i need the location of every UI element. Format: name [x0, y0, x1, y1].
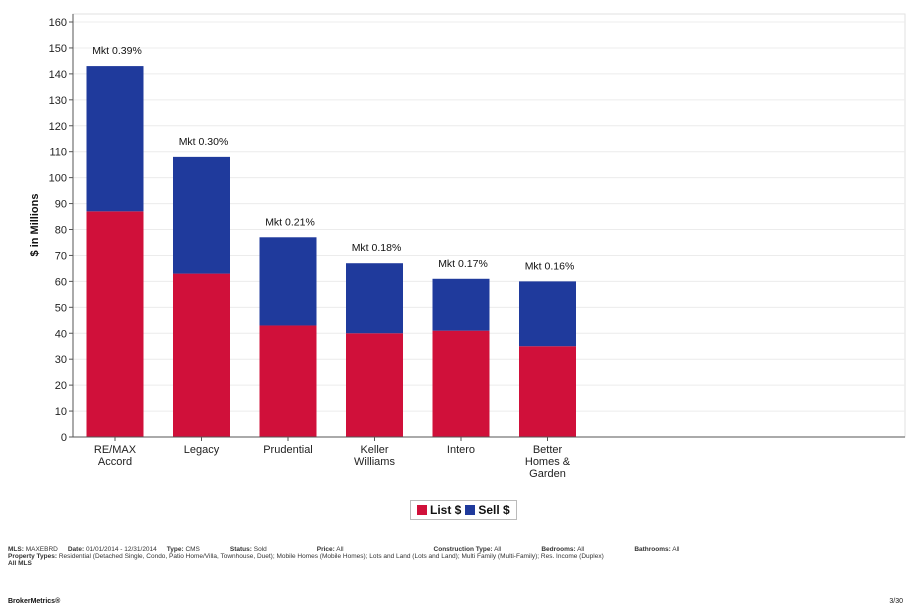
- price-label: Price:: [316, 546, 335, 553]
- y-tick-label: 130: [49, 95, 67, 107]
- bar-segment-sell: [346, 263, 403, 334]
- criteria-row-2: Property Types: Residential (Detached Si…: [8, 553, 901, 560]
- criteria-row-3: All MLS: [8, 560, 901, 567]
- y-tick-label: 30: [55, 354, 67, 366]
- y-tick-label: 40: [55, 328, 67, 340]
- bar-segment-sell: [86, 66, 144, 212]
- bar-segment-list: [346, 333, 403, 437]
- x-tick-label: Prudential: [263, 444, 313, 456]
- bar-segment-list: [173, 273, 230, 437]
- price-value: All: [336, 546, 344, 553]
- bars: Mkt 0.39% Mkt 0.30% Mkt 0.21% Mkt 0.18% Mkt …: [86, 45, 576, 437]
- bar-segment-list: [259, 325, 317, 437]
- bar-segment-list: [432, 330, 490, 437]
- all-mls-label: All MLS: [8, 560, 32, 567]
- y-tick-label: 150: [49, 43, 67, 55]
- sell-swatch: [465, 505, 476, 515]
- bedrooms-label: Bedrooms:: [541, 546, 576, 553]
- data-label: Mkt 0.39%: [92, 45, 142, 57]
- construction-value: All: [494, 546, 502, 553]
- y-tick-label: 80: [55, 225, 67, 237]
- y-axis-label: $ in Millions: [29, 194, 41, 257]
- bar-segment-sell: [519, 281, 576, 347]
- bathrooms-label: Bathrooms:: [634, 546, 671, 553]
- y-tick-label: 100: [49, 173, 67, 185]
- bar-segment-sell: [173, 156, 230, 274]
- bar-segment-sell: [259, 237, 317, 326]
- date-value: 01/01/2014 - 12/31/2014: [85, 546, 157, 553]
- y-tick-label: 70: [55, 250, 67, 262]
- chart-legend: List $ Sell $: [410, 500, 517, 520]
- x-tick-label: Better Homes & Garden: [525, 444, 571, 480]
- bedrooms-value: All: [577, 546, 585, 553]
- data-label: Mkt 0.17%: [438, 258, 488, 270]
- criteria-row-1: MLS: MAXEBRD Date: 01/01/2014 - 12/31/20…: [8, 546, 901, 553]
- x-tick-label: Keller Williams: [354, 444, 395, 468]
- status-label: Status:: [229, 546, 252, 553]
- type-value: CMS: [185, 546, 200, 553]
- page-number: 3/30: [889, 598, 903, 605]
- y-tick-label: 20: [55, 380, 67, 392]
- legend-item-sell: Sell $: [465, 503, 510, 517]
- y-tick-label: 0: [61, 432, 67, 444]
- x-tick-label: Intero: [447, 444, 475, 456]
- property-value: Residential (Detached Single, Condo, Pat…: [58, 553, 604, 560]
- bathrooms-value: All: [672, 546, 680, 553]
- legend-sell-label: Sell $: [478, 503, 510, 517]
- bar-chart: Mkt 0.39% Mkt 0.30% Mkt 0.21% Mkt 0.18% Mkt …: [29, 13, 906, 480]
- bar-segment-sell: [432, 278, 490, 331]
- legend-list-label: List $: [430, 503, 462, 517]
- y-tick-label: 90: [55, 199, 67, 211]
- construction-label: Construction Type:: [433, 546, 493, 553]
- report-criteria: MLS: MAXEBRD Date: 01/01/2014 - 12/31/20…: [8, 546, 901, 567]
- y-tick-label: 10: [55, 406, 67, 418]
- legend-item-list: List $: [417, 503, 461, 517]
- data-label: Mkt 0.18%: [352, 242, 402, 254]
- bar-segment-list: [86, 211, 144, 437]
- axes: 0 10 20 30 40 50 60 70 80 90 100 110 120 130 140 150 160…: [49, 14, 905, 480]
- bar-segment-list: [519, 346, 576, 437]
- mls-label: MLS:: [8, 546, 24, 553]
- y-tick-label: 160: [49, 17, 67, 29]
- x-tick-label: Legacy: [184, 444, 220, 456]
- mls-value: MAXEBRD: [25, 546, 58, 553]
- y-tick-label: 60: [55, 276, 67, 288]
- y-tick-label: 120: [49, 121, 67, 133]
- data-label: Mkt 0.30%: [179, 136, 229, 148]
- x-tick-label: RE/MAX Accord: [94, 444, 137, 468]
- date-label: Date:: [67, 546, 85, 553]
- data-label: Mkt 0.16%: [525, 260, 575, 272]
- y-tick-label: 50: [55, 302, 67, 314]
- y-tick-label: 110: [49, 147, 67, 159]
- property-label: Property Types:: [8, 553, 58, 560]
- type-label: Type:: [166, 546, 184, 553]
- data-label: Mkt 0.21%: [265, 216, 315, 228]
- status-value: Sold: [253, 546, 267, 553]
- list-swatch: [417, 505, 427, 515]
- y-tick-label: 140: [49, 69, 67, 81]
- brand-name: BrokerMetrics®: [8, 598, 61, 605]
